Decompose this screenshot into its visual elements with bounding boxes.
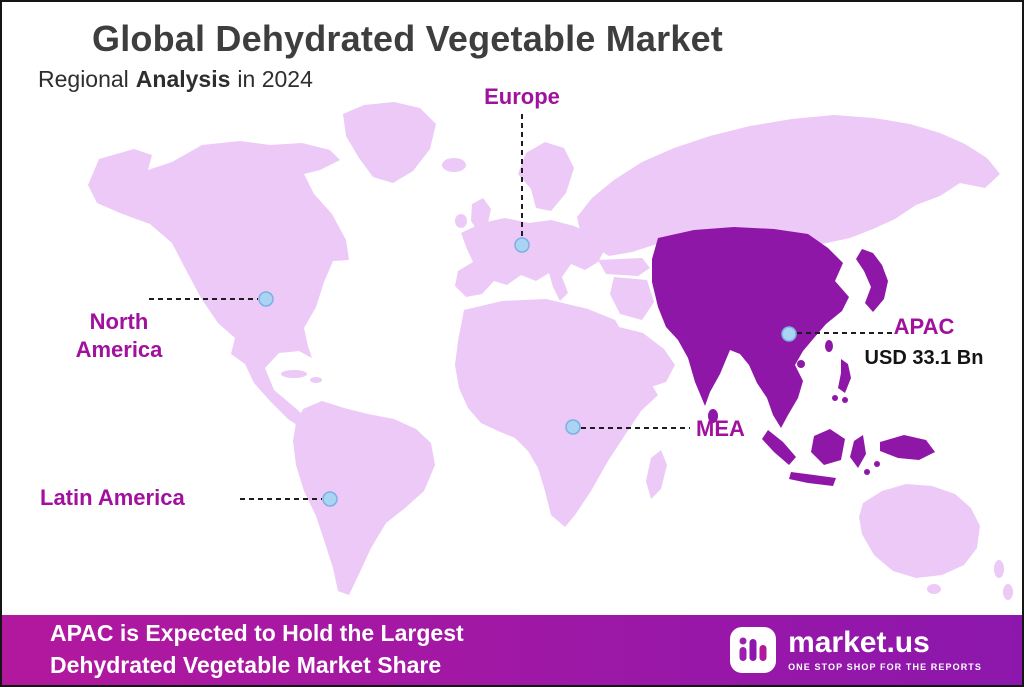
madagascar-landmass	[646, 450, 667, 499]
north-america-landmass	[88, 141, 349, 429]
greenland-landmass	[343, 102, 436, 183]
brand-name: market.us	[788, 626, 930, 659]
subtitle-tail: in 2024	[237, 66, 313, 92]
region-label-north-america: North America	[75, 309, 163, 363]
sri-lanka-landmass	[708, 409, 718, 423]
scandinavia-landmass	[518, 142, 574, 211]
philippines-island-1	[832, 395, 838, 401]
tasmania-landmass	[927, 584, 941, 594]
ireland-landmass	[455, 214, 467, 228]
iceland-landmass	[442, 158, 466, 172]
new-zealand-south-landmass	[1003, 584, 1013, 600]
apac-mainland-landmass	[652, 227, 849, 428]
region-marker-latin-america	[322, 491, 338, 507]
brand-tagline: ONE STOP SHOP FOR THE REPORTS	[788, 662, 982, 672]
region-label-apac-name: APAC	[893, 314, 955, 339]
brand-text: market.us ONE STOP SHOP FOR THE REPORTS	[788, 626, 982, 673]
hainan-landmass	[797, 360, 805, 368]
indonesia-island-1	[864, 469, 870, 475]
region-marker-mea	[565, 419, 581, 435]
region-marker-apac	[781, 326, 797, 342]
hispaniola-landmass	[310, 377, 322, 383]
page-title: Global Dehydrated Vegetable Market	[92, 18, 723, 59]
subtitle-emph: Analysis	[135, 66, 231, 92]
banner-text: APAC is Expected to Hold the Largest Deh…	[50, 618, 464, 681]
region-value-apac: USD 33.1 Bn	[864, 347, 984, 369]
sulawesi-landmass	[850, 435, 866, 468]
levant-landmass	[610, 277, 654, 320]
java-landmass	[789, 472, 836, 486]
africa-landmass	[455, 299, 658, 527]
world-map	[88, 102, 1013, 600]
page-subtitle: Regional Analysis in 2024	[38, 66, 723, 93]
australia-landmass	[859, 484, 980, 578]
landmass-apac-highlight	[652, 227, 935, 486]
subtitle-lead: Regional	[38, 66, 129, 92]
market-us-logo-glyph	[739, 637, 767, 661]
russia-north-asia-landmass	[577, 115, 1000, 256]
new-zealand-north-landmass	[994, 560, 1004, 578]
market-us-logo-icon	[730, 627, 777, 673]
region-label-europe: Europe	[484, 84, 560, 109]
philippines-island-2	[842, 397, 848, 403]
brand-logo: market.us ONE STOP SHOP FOR THE REPORTS	[730, 627, 982, 673]
sumatra-landmass	[762, 430, 796, 465]
south-america-landmass	[293, 401, 435, 595]
region-markers	[258, 237, 797, 507]
banner-line-2: Dehydrated Vegetable Market Share	[50, 652, 442, 678]
indonesia-island-2	[874, 461, 880, 467]
banner-line-1: APAC is Expected to Hold the Largest	[50, 620, 464, 647]
landmass-light	[88, 102, 1013, 600]
region-label-latin-america: Latin America	[40, 485, 185, 510]
anatolia-landmass	[598, 258, 650, 276]
region-label-apac: APAC USD 33.1 Bn	[864, 314, 984, 370]
japan-landmass	[856, 249, 888, 312]
cuba-landmass	[281, 370, 307, 378]
taiwan-landmass	[825, 340, 833, 352]
europe-mainland-landmass	[455, 218, 605, 301]
header: Global Dehydrated Vegetable Market Regio…	[38, 18, 723, 93]
region-marker-europe	[514, 237, 530, 253]
borneo-landmass	[811, 429, 845, 465]
region-marker-north-america	[258, 291, 274, 307]
bottom-banner: APAC is Expected to Hold the Largest Deh…	[2, 615, 1022, 685]
philippines-landmass	[838, 359, 851, 393]
new-guinea-landmass	[880, 435, 935, 460]
region-label-mea: MEA	[696, 416, 745, 441]
leader-lines	[149, 114, 892, 500]
